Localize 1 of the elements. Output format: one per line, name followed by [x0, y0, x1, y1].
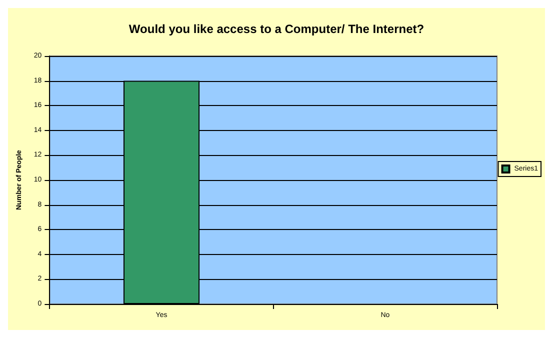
chart-title: Would you like access to a Computer/ The Internet?: [128, 22, 424, 36]
